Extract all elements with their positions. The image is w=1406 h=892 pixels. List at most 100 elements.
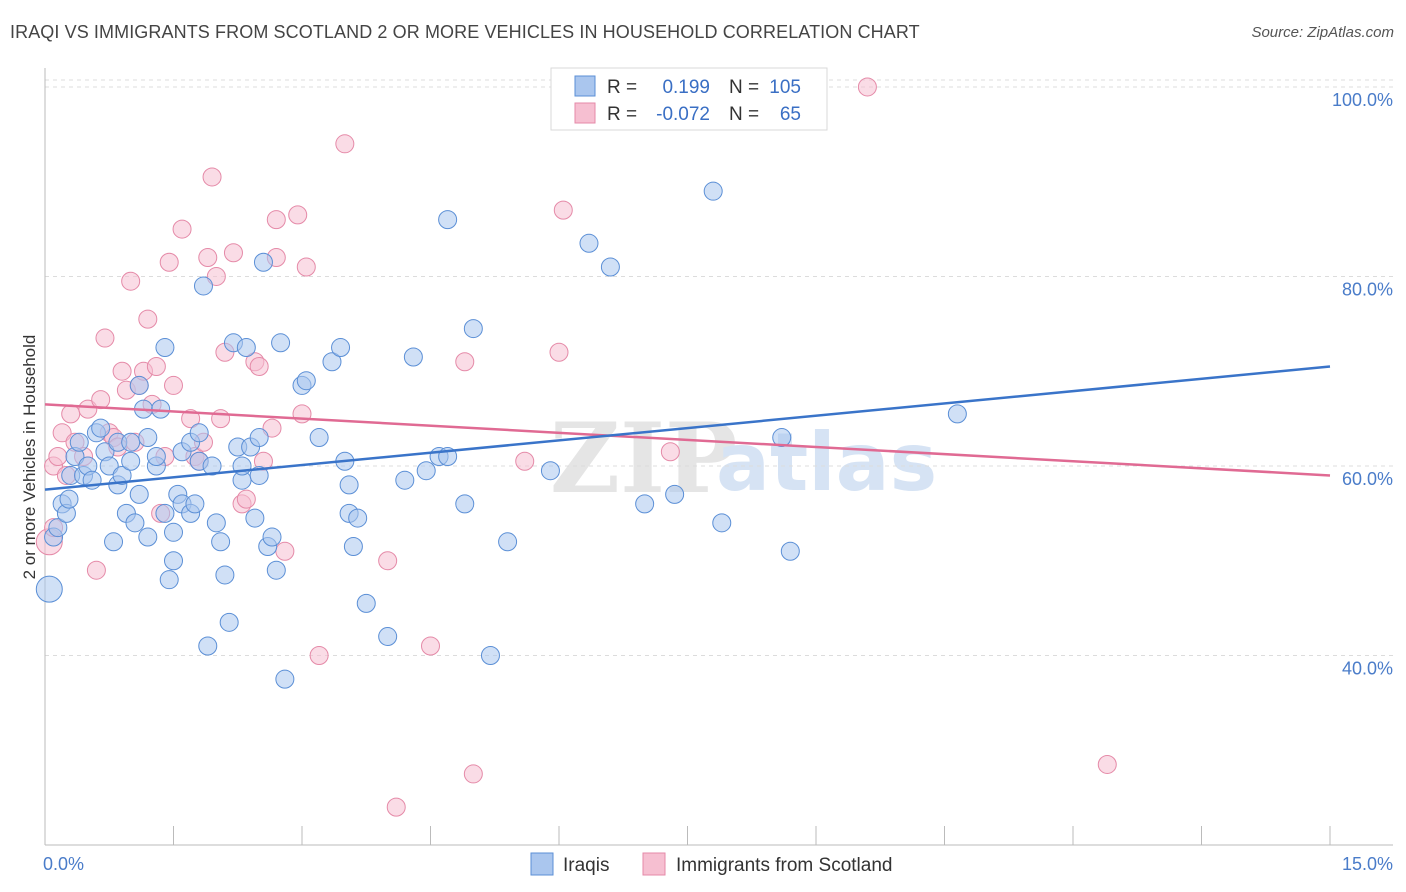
bottom-legend-swatch-iraqis [530,852,554,876]
iraqis-point-50 [215,565,235,585]
legend-n-label-2: N = [729,104,759,125]
iraqis-point-28 [138,428,158,448]
scotland-point-35 [202,167,222,187]
iraqis-point-79 [395,470,415,490]
trend-line-iraqis [44,365,1331,491]
iraqis-point-81 [416,461,436,481]
iraqis-point-73 [339,475,359,495]
scotland-point-34 [198,248,218,268]
scotland-point-61 [553,200,573,220]
scotland-point-12 [95,328,115,348]
scotland-point-43 [249,356,269,376]
axes [44,68,1393,846]
iraqis-point-78 [378,627,398,647]
scotland-point-60 [549,342,569,362]
iraqis-point-30 [146,447,166,466]
iraqis-point-34 [159,570,179,590]
scotland-point-37 [211,409,231,429]
x-tick-label-min: 0.0% [43,854,84,874]
legend-box [550,67,828,131]
iraqis-point-96 [772,428,792,448]
scotland-point-30 [181,409,201,429]
iraqis-point-60 [249,465,269,485]
scotland-point-24 [146,356,166,376]
iraqis-point-13 [91,418,111,438]
scotland-point-46 [266,210,286,230]
legend-n-value-1: 105 [769,77,801,98]
y-tick-label-60: 60.0% [1342,469,1393,489]
scotland-point-10 [86,560,106,580]
trend-line-scotland [44,403,1331,477]
iraqis-point-89 [540,461,560,481]
iraqis-point-84 [438,210,458,230]
scotland-point-27 [159,252,179,272]
y-tick-label-80: 80.0% [1342,279,1393,299]
iraqis-point-32 [155,503,175,523]
iraqis-point-80 [403,347,423,367]
iraqis-point-42 [185,494,205,514]
x-ticks: 0.0% 15.0% [43,826,1393,874]
iraqis-point-87 [480,645,500,665]
iraqis-point-44 [189,423,209,443]
iraqis-point-61 [253,252,273,272]
iraqis-point-86 [463,319,483,339]
iraqis-point-64 [266,560,286,580]
legend-swatch-scotland [574,102,596,124]
legend-r-label-1: R = [607,77,637,98]
legend-r-value-2: -0.072 [656,104,710,125]
iraqis-point-85 [455,494,475,514]
iraqis-point-31 [151,399,171,419]
iraqis-point-21 [121,451,141,471]
iraqis-point-58 [245,508,265,528]
iraqis-point-98 [947,404,967,424]
scotland-point-57 [455,352,475,372]
iraqis-point-2 [48,518,68,538]
iraqis-point-46 [198,636,218,656]
scotland-point-39 [223,243,243,263]
scotland-point-41 [236,489,256,509]
iraqis-point-93 [665,484,685,504]
iraqis-point-15 [99,456,119,476]
iraqis-point-90 [579,233,599,253]
x-tick-label-max: 15.0% [1342,854,1393,874]
scotland-point-54 [378,551,398,571]
scotland-point-62 [660,442,680,462]
iraqis-point-94 [703,181,723,201]
scotland-point-56 [421,636,440,656]
legend-n-label-1: N = [729,77,759,98]
scotland-point-6 [61,404,81,424]
iraqis-point-5 [59,489,79,509]
iraqis-point-71 [331,338,351,358]
iraqis-point-75 [343,537,363,557]
scotland-point-4 [52,423,72,443]
y-tick-labels: 40.0% 60.0% 80.0% 100.0% [1332,90,1393,679]
iraqis-point-36 [164,522,183,542]
scotland-point-48 [275,541,295,561]
iraqis-point-33 [155,338,175,358]
y-axis-label: 2 or more Vehicles in Household [20,335,39,580]
scotland-point-22 [138,309,158,329]
iraqis-point-76 [348,508,368,528]
scotland-point-59 [515,451,535,471]
iraqis-point-47 [202,456,222,476]
iraqis-point-48 [206,513,226,533]
iraqis-point-59 [249,428,269,448]
iraqis-point-68 [296,371,316,391]
scotland-point-58 [463,764,483,784]
scotland-point-64 [1097,754,1117,774]
bottom-legend-swatch-scotland [642,852,666,876]
iraqis-point-65 [271,333,291,353]
chart-title: IRAQI VS IMMIGRANTS FROM SCOTLAND 2 OR M… [10,22,920,42]
legend-r-label-2: R = [607,104,637,125]
scotland-point-45 [262,418,282,438]
iraqis-point-0 [35,575,63,603]
iraqis-point-66 [275,669,295,689]
legend-n-value-2: 65 [780,104,801,125]
watermark-atlas: atlas [716,416,937,509]
trend-lines [44,365,1331,491]
y-tick-label-40: 40.0% [1342,658,1393,678]
iraqis-point-45 [193,276,213,296]
iraqis-point-56 [236,338,256,358]
iraqis-point-97 [780,541,800,561]
